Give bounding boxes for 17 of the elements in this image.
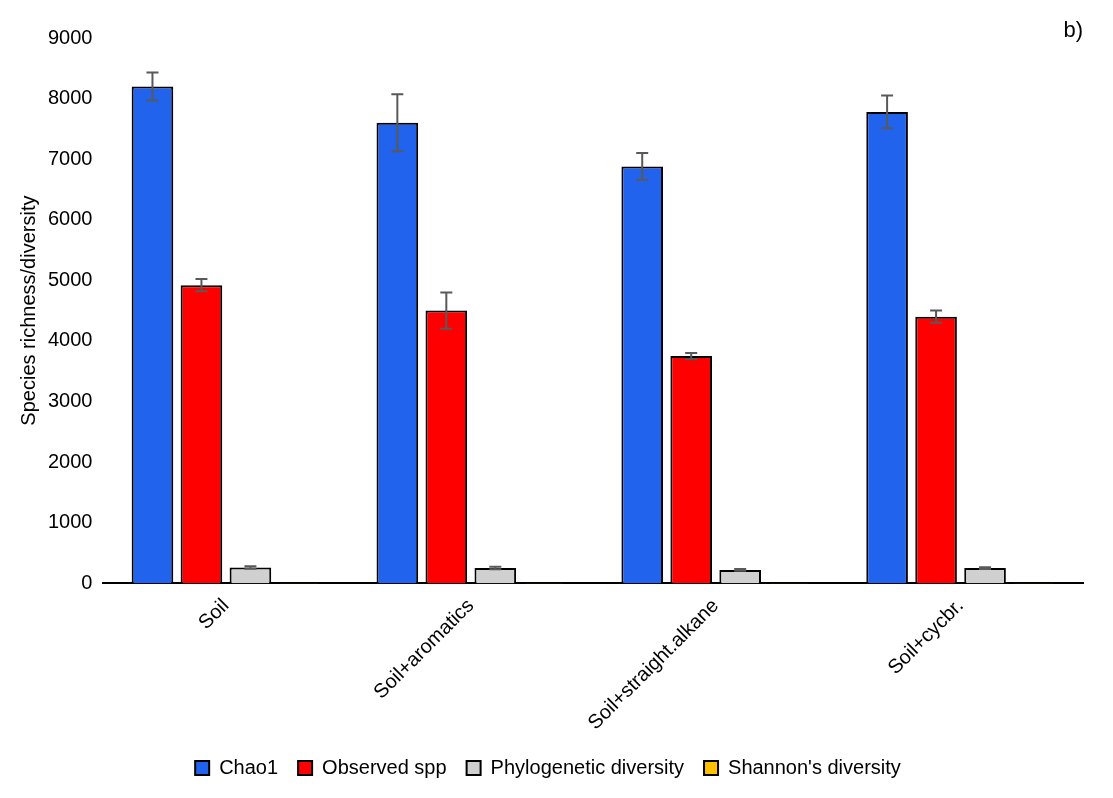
- x-tick-label: Soil: [193, 593, 233, 634]
- y-tick-label: 4000: [47, 328, 93, 351]
- legend-label: Chao1: [219, 755, 279, 778]
- y-tick-label: 5000: [47, 267, 93, 290]
- y-tick-label: 9000: [47, 25, 93, 48]
- y-axis-title: Species richness/diversity: [16, 195, 39, 426]
- y-tick-label: 0: [81, 570, 93, 593]
- y-tick-label: 7000: [47, 146, 93, 169]
- y-tick-label: 8000: [47, 86, 93, 109]
- annotation: b): [1063, 17, 1083, 43]
- y-tick-label: 1000: [47, 510, 93, 533]
- legend-label: Observed spp: [322, 755, 447, 778]
- y-tick-label: 2000: [47, 449, 93, 472]
- y-tick-label: 6000: [47, 207, 93, 230]
- legend-label: Phylogenetic diversity: [490, 755, 685, 778]
- legend-label: Shannon's diversity: [728, 755, 901, 778]
- y-tick-label: 3000: [47, 388, 93, 411]
